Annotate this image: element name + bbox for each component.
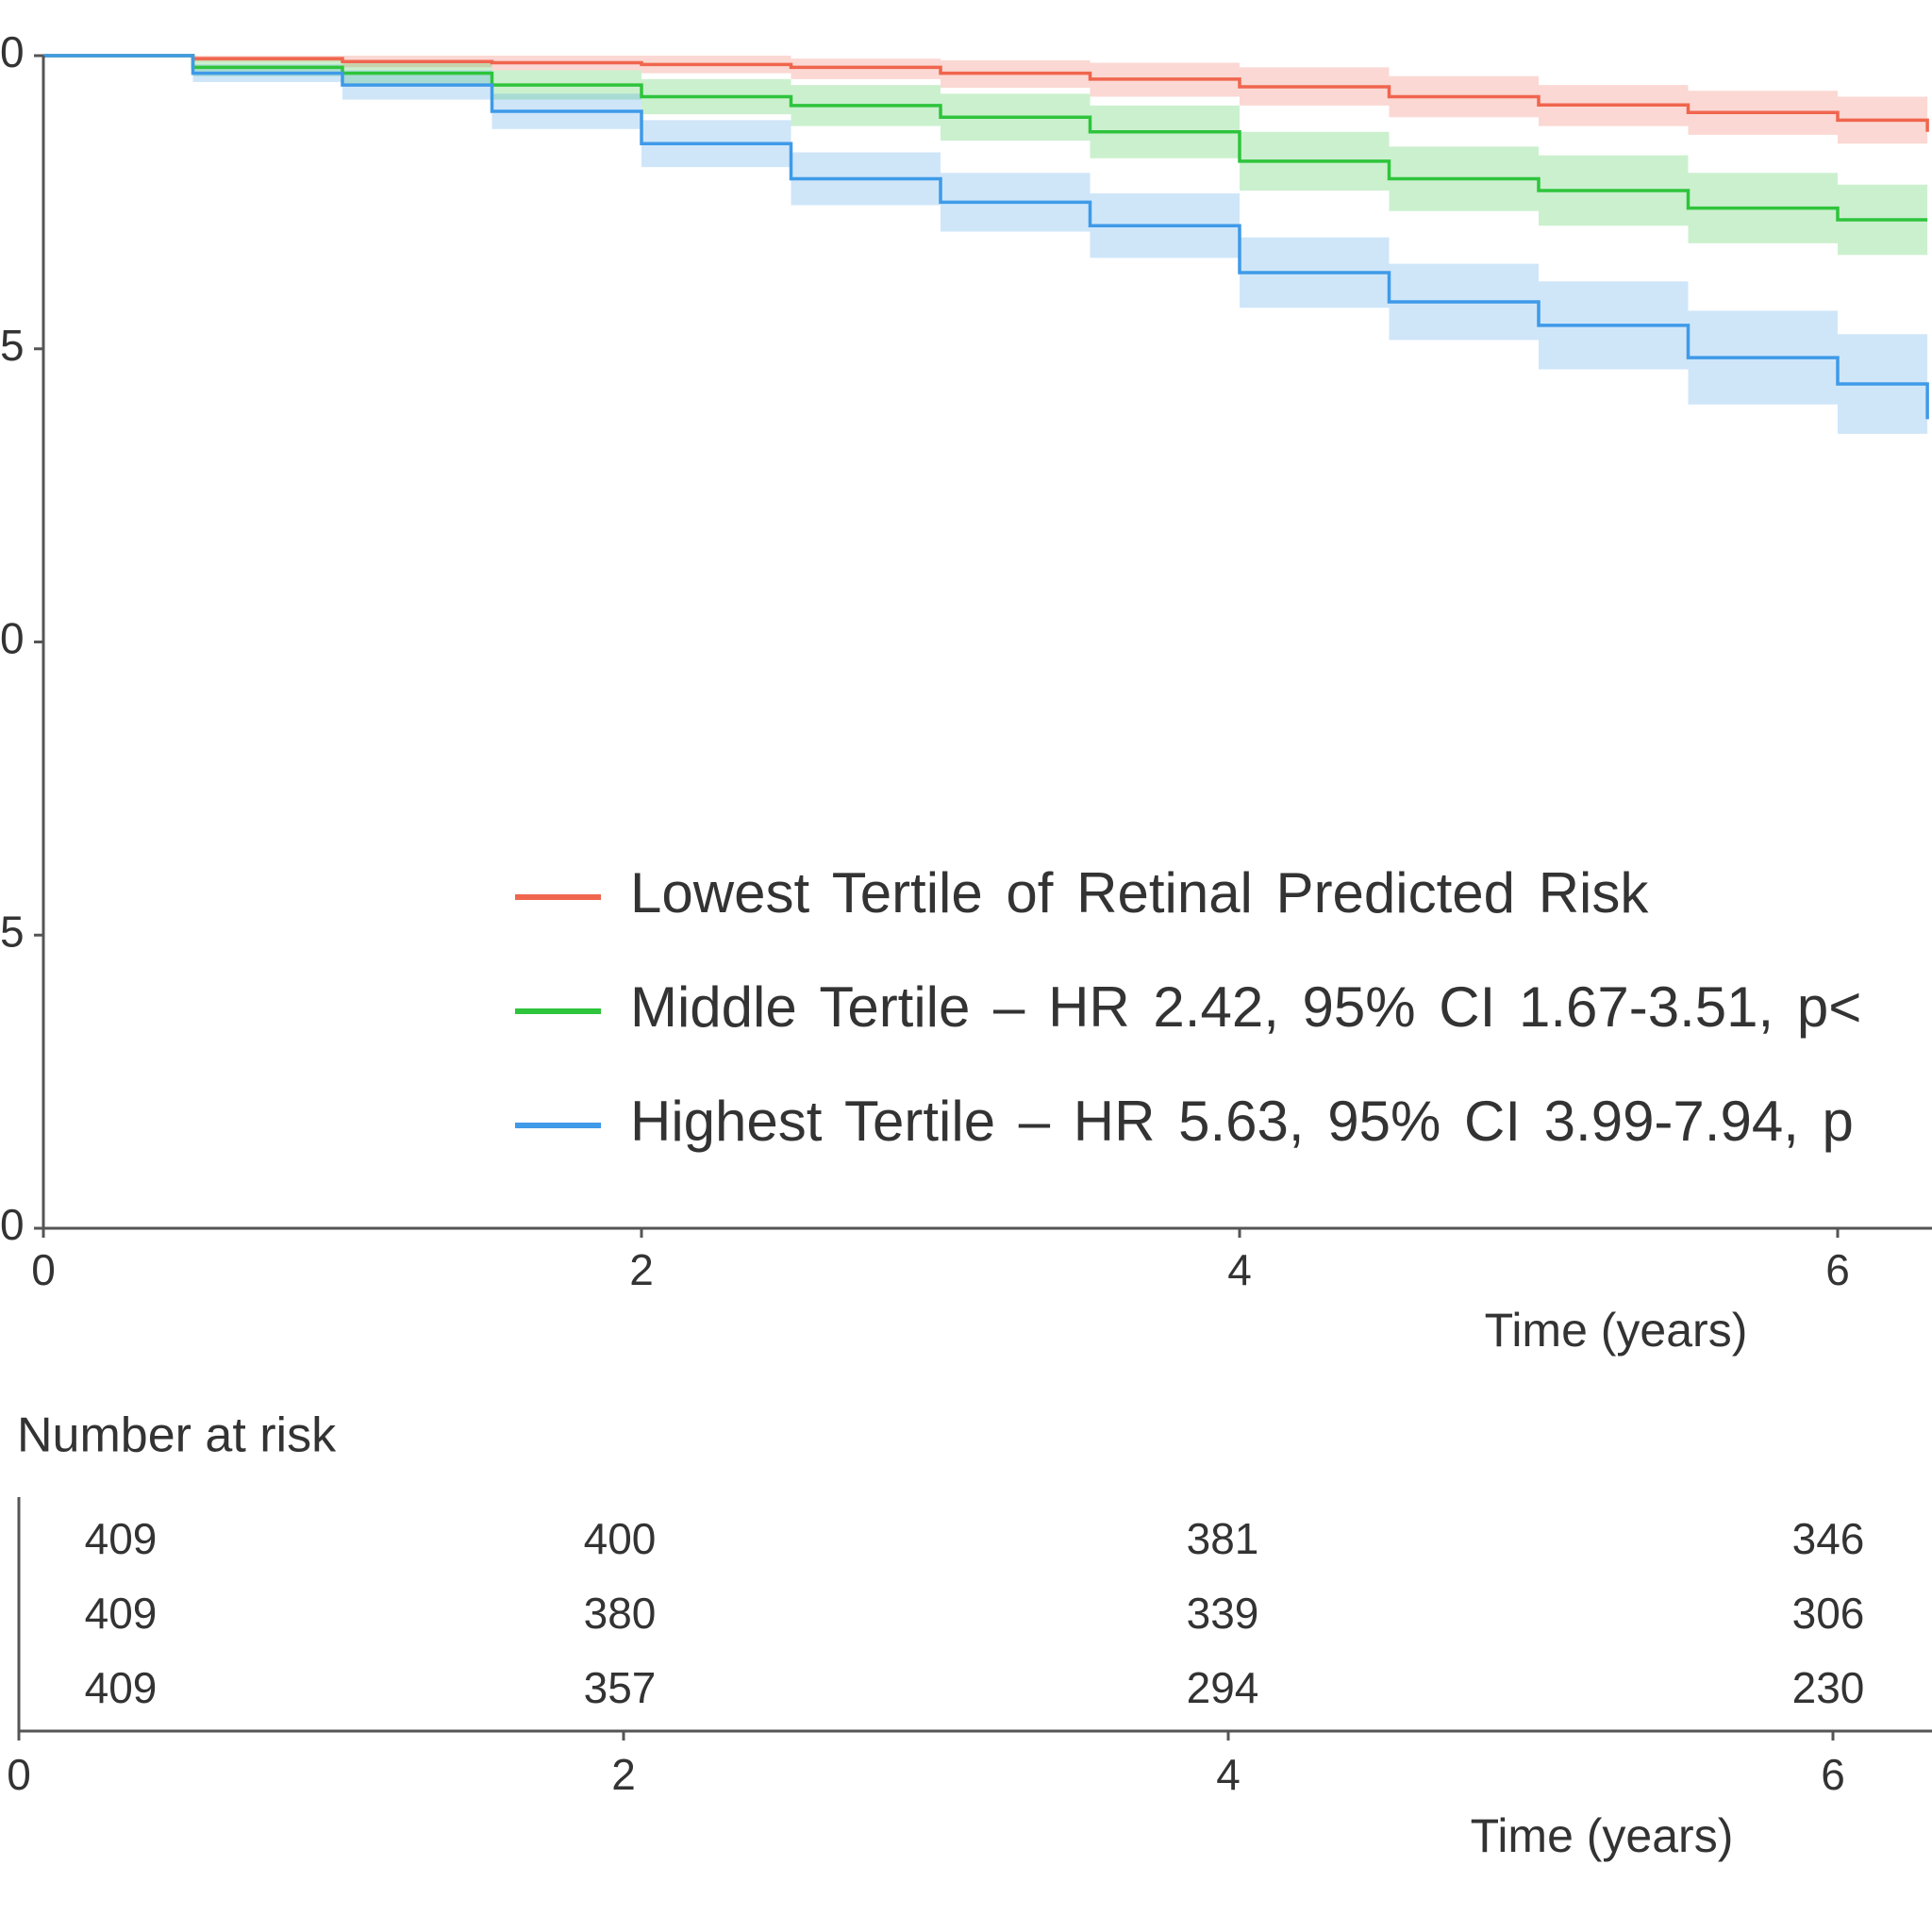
survival-line — [43, 54, 1929, 420]
risk-count: 409 — [85, 1663, 158, 1712]
risk-x-tick-label: 0 — [7, 1750, 31, 1799]
survival-line — [43, 54, 1928, 222]
legend-label: Middle Tertile – HR 2.42, 95% CI 1.67-3.… — [630, 975, 1861, 1039]
risk-x-tick-label: 4 — [1216, 1750, 1241, 1799]
legend-label: Highest Tertile – HR 5.63, 95% CI 3.99-7… — [630, 1090, 1854, 1153]
risk-count: 306 — [1792, 1589, 1865, 1638]
survival-line — [43, 54, 1929, 132]
x-tick-label: 6 — [1825, 1245, 1850, 1294]
risk-count: 339 — [1187, 1589, 1259, 1638]
y-tick-label: 0 — [0, 1200, 25, 1249]
risk-count: 230 — [1792, 1663, 1865, 1712]
x-tick-label: 0 — [31, 1245, 56, 1294]
x-tick-label: 4 — [1227, 1245, 1252, 1294]
risk-count: 346 — [1792, 1514, 1865, 1563]
risk-x-tick-label: 6 — [1821, 1750, 1845, 1799]
y-tick-label: 0 — [0, 27, 25, 76]
risk-count: 381 — [1187, 1514, 1259, 1563]
x-axis-label: Time (years) — [1485, 1304, 1748, 1357]
risk-x-axis-label: Time (years) — [1471, 1809, 1734, 1862]
risk-count: 409 — [85, 1589, 158, 1638]
y-tick-label: 0 — [0, 614, 25, 663]
legend-label: Lowest Tertile of Retinal Predicted Risk — [630, 861, 1649, 924]
y-tick-label: 5 — [0, 907, 25, 956]
risk-count: 409 — [85, 1514, 158, 1563]
ci-band — [43, 56, 1928, 261]
y-tick-label: 5 — [0, 321, 25, 370]
risk-x-tick-label: 2 — [611, 1750, 636, 1799]
risk-count: 294 — [1187, 1663, 1259, 1712]
risk-count: 400 — [584, 1514, 657, 1563]
risk-count: 357 — [584, 1663, 657, 1712]
ci-band — [43, 56, 1928, 156]
x-tick-label: 2 — [629, 1245, 654, 1294]
risk-count: 380 — [584, 1589, 657, 1638]
risk-table-title: Number at risk — [17, 1408, 337, 1463]
